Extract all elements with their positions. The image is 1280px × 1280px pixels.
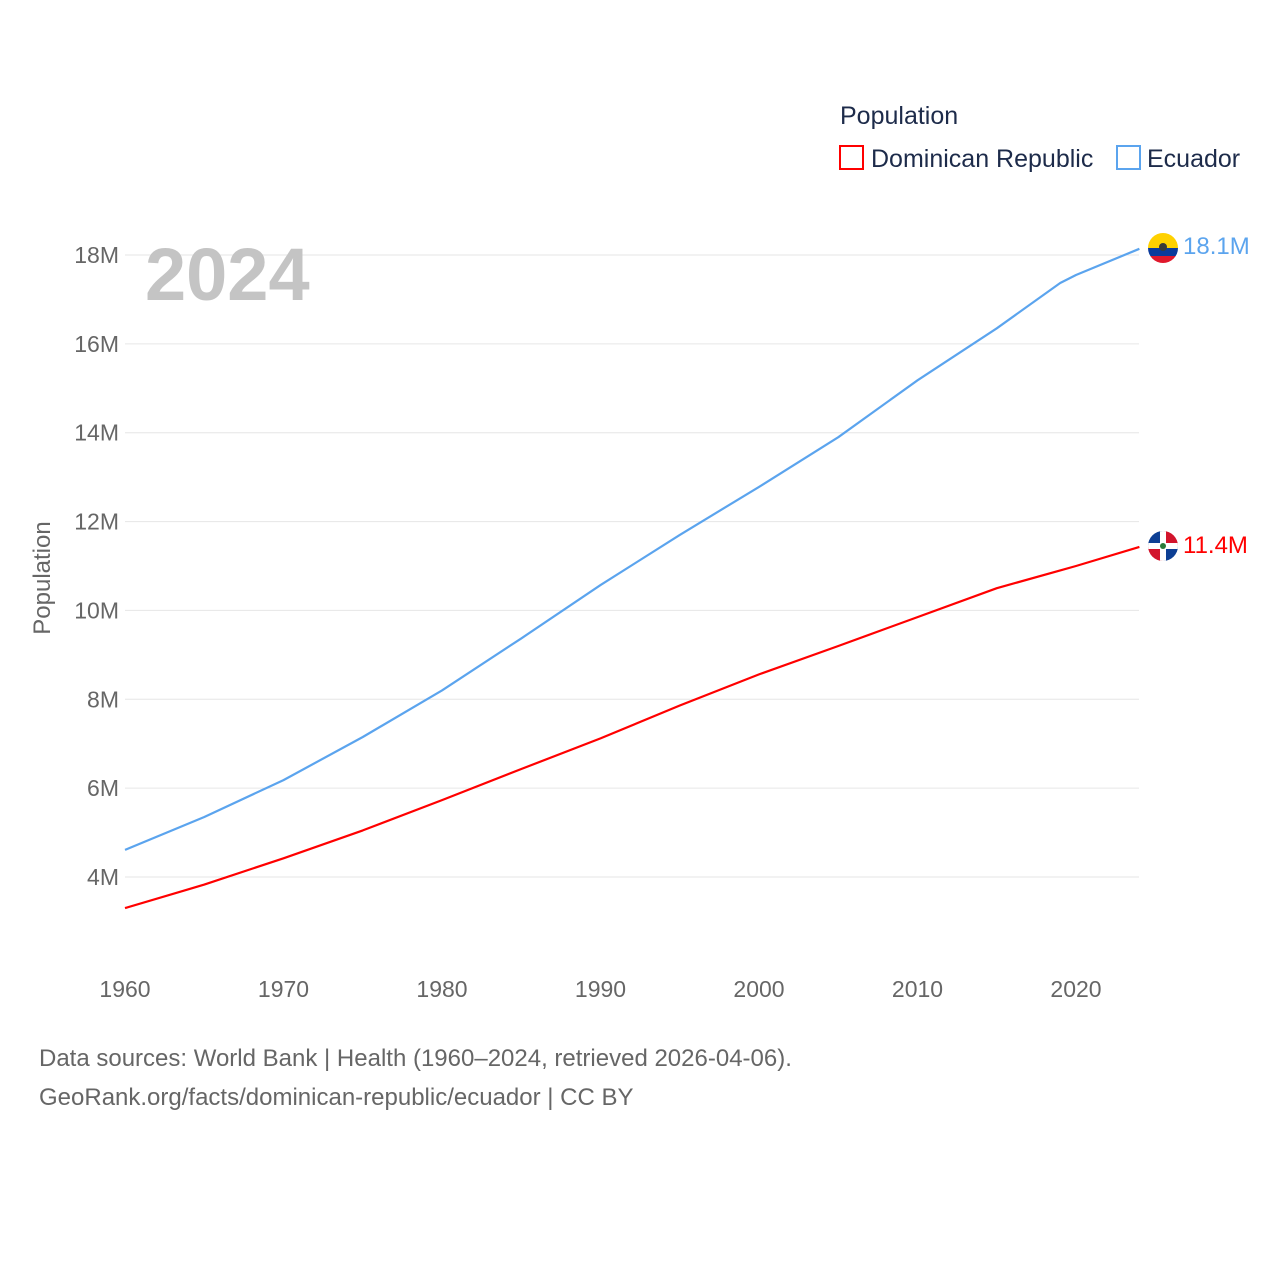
legend-title: Population	[840, 102, 958, 130]
x-tick-label: 1960	[99, 976, 150, 1002]
series-line-ecuador[interactable]	[124, 247, 1140, 851]
y-tick-label: 8M	[87, 686, 119, 712]
legend-swatch-ecuador[interactable]	[1116, 145, 1141, 170]
legend-label-dominican-republic[interactable]: Dominican Republic	[871, 145, 1093, 173]
y-tick-label: 4M	[87, 864, 119, 890]
ecuador-flag-icon	[1148, 233, 1178, 263]
legend-label-ecuador[interactable]: Ecuador	[1147, 145, 1240, 173]
end-label-dominican-republic: 11.4M	[1183, 532, 1248, 559]
y-axis-label: Population	[29, 521, 56, 634]
year-label: 2024	[145, 233, 310, 316]
series-line-dominican-republic[interactable]	[124, 545, 1140, 910]
y-tick-label: 14M	[74, 420, 119, 446]
footer-sources: Data sources: World Bank | Health (1960–…	[39, 1045, 792, 1072]
x-tick-label: 1990	[575, 976, 626, 1002]
y-tick-label: 18M	[74, 242, 119, 268]
x-tick-label: 2020	[1050, 976, 1101, 1002]
y-tick-label: 6M	[87, 775, 119, 801]
x-tick-label: 2000	[733, 976, 784, 1002]
y-tick-label: 10M	[74, 597, 119, 623]
x-tick-label: 1970	[258, 976, 309, 1002]
y-tick-label: 12M	[74, 509, 119, 535]
end-label-ecuador: 18.1M	[1183, 233, 1250, 260]
y-tick-label: 16M	[74, 331, 119, 357]
x-tick-label: 2010	[892, 976, 943, 1002]
footer-link[interactable]: GeoRank.org/facts/dominican-republic/ecu…	[39, 1084, 634, 1111]
dominican-republic-flag-icon	[1148, 531, 1178, 561]
x-tick-label: 1980	[416, 976, 467, 1002]
legend: Population Dominican Republic Ecuador	[839, 102, 1240, 173]
legend-swatch-dominican-republic[interactable]	[839, 145, 864, 170]
